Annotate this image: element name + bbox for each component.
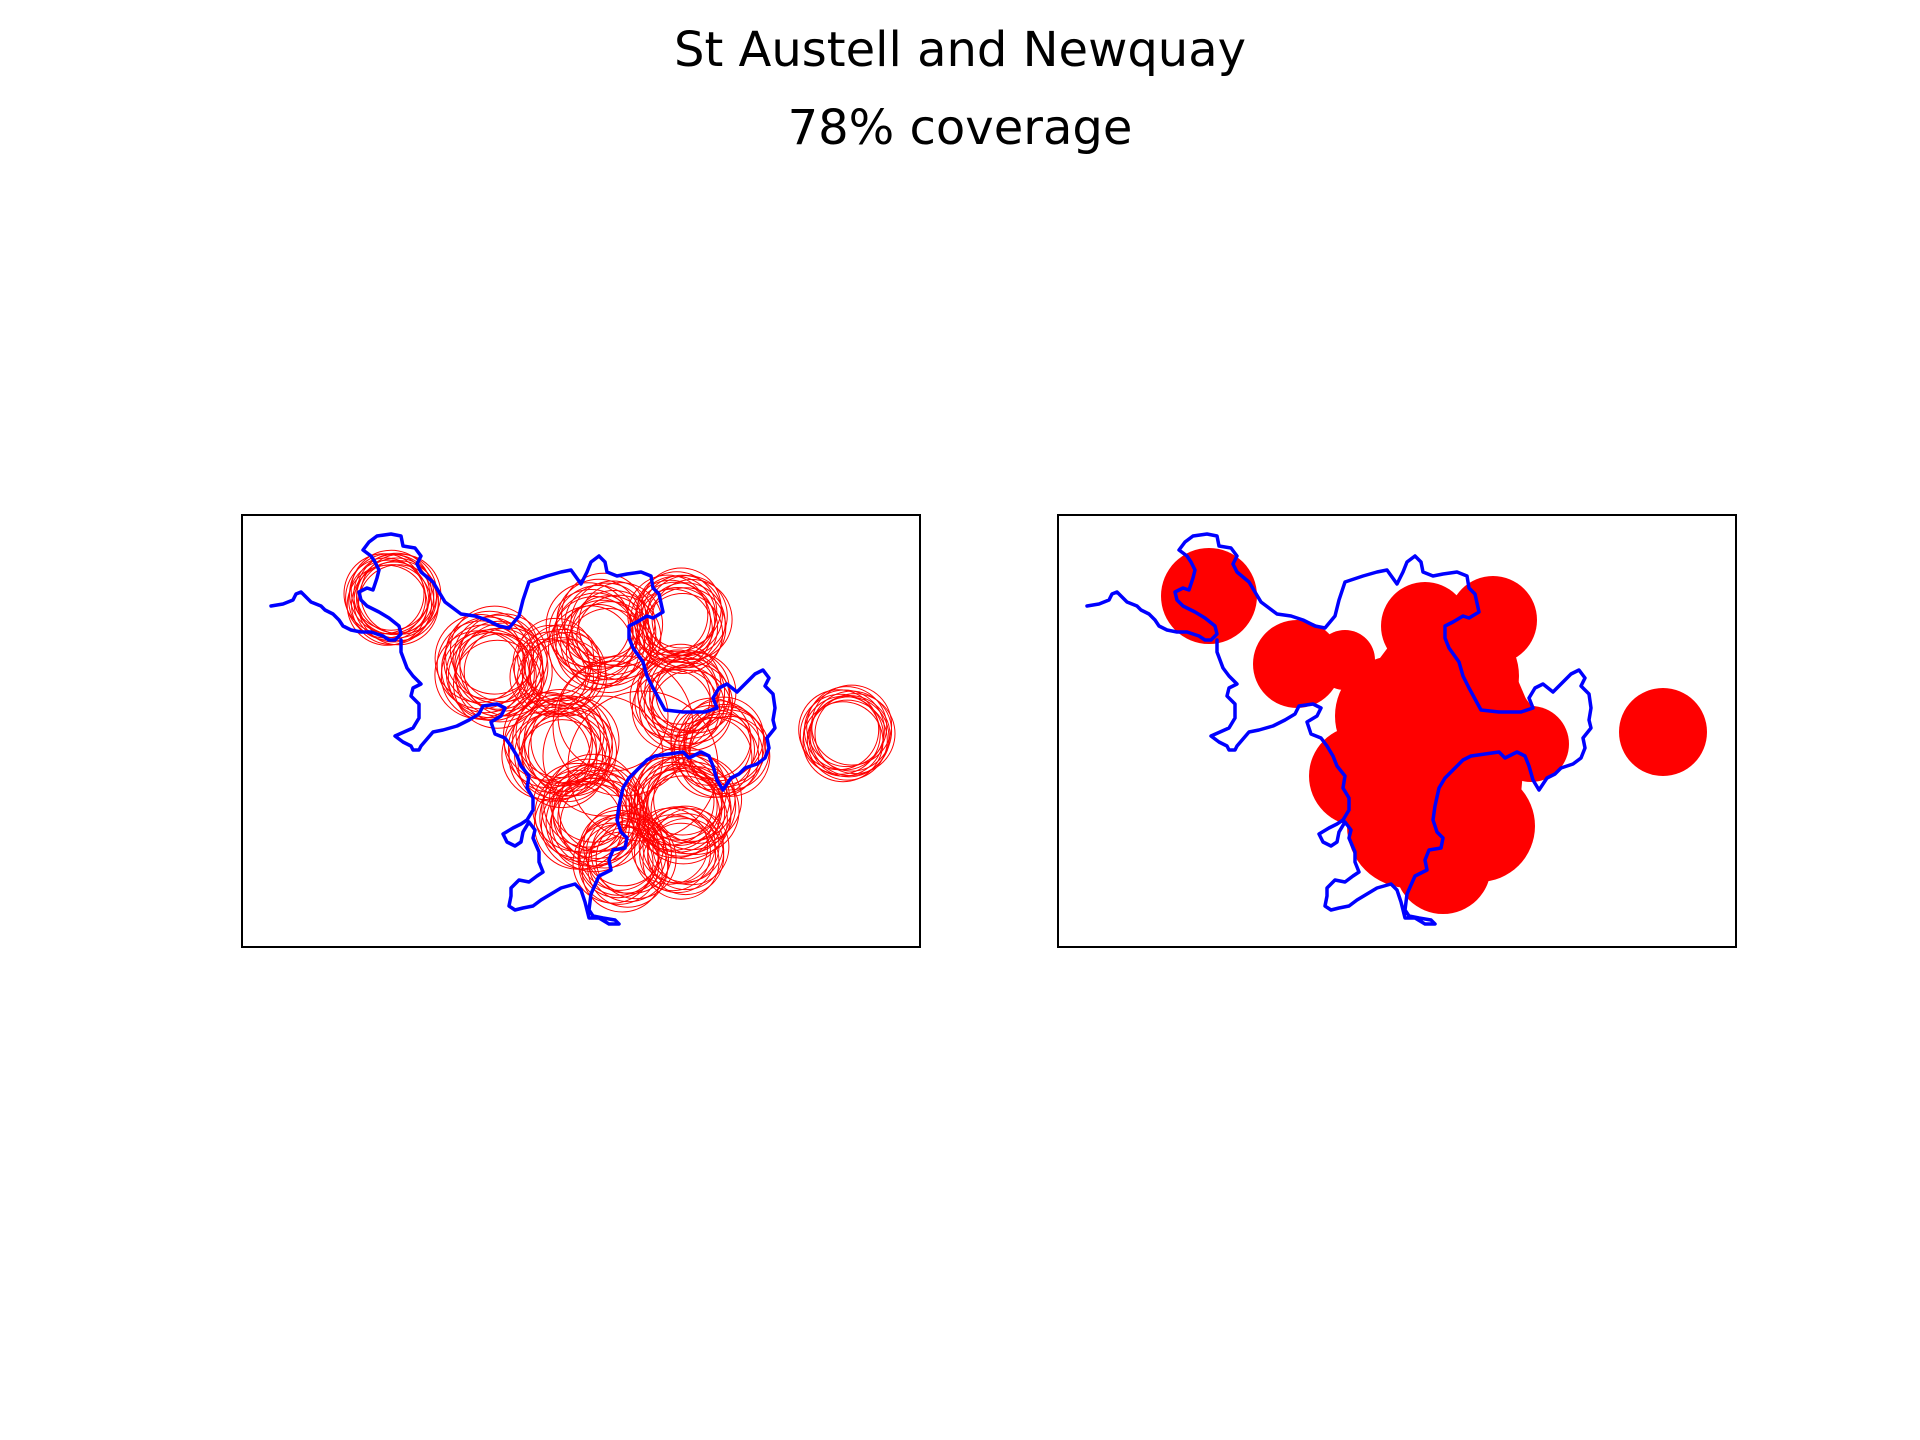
coverage-circle [627,574,709,656]
coverage-circle [647,818,725,896]
coverage-circle [595,818,677,900]
constituency-boundary-left [269,532,777,926]
coverage-circle [509,638,587,716]
coverage-circle [513,631,591,709]
coverage-circle [572,822,654,904]
coverage-circle [629,656,711,738]
coverage-circle [567,690,719,842]
coverage-circle [501,711,591,800]
coverage-circle [346,564,428,646]
coverage-circle [640,643,722,725]
coverage-circle [532,762,622,852]
coverage-circle [559,779,649,869]
coverage-circle [806,699,888,781]
boundary-line [269,532,777,926]
map-right-svg [1085,532,1707,926]
coverage-circle [552,596,637,681]
coverage-circle [445,629,535,719]
coverage-fill-disc [1253,620,1341,708]
coverage-circle [814,693,896,775]
coverage-fill-core [1349,636,1529,876]
coverage-circle [639,816,717,894]
map-title: St Austell and Newquay [673,22,1247,78]
coverage-circle [565,608,651,693]
coverage-circle [524,628,602,706]
coverage-circle [806,686,888,768]
coverage-circle [512,624,590,702]
coverage-circle [638,806,716,884]
coverage-circle [644,652,726,734]
coverage-circle [350,549,432,631]
coverage-circle [636,571,718,653]
map-left-svg [269,532,896,926]
coverage-circle-outlines [343,549,896,913]
coverage-circle [588,821,670,903]
coverage-circle [543,758,633,848]
coverage-circle [683,704,765,785]
coverage-circle [647,761,737,851]
coverage-circle [634,814,711,892]
constituency-boundary-right [1085,532,1593,926]
coverage-circle [636,767,726,857]
coverage-circle [637,587,719,668]
panel-filled-coverage [1057,514,1737,948]
coverage-circle [809,695,891,777]
coverage-circle [557,660,669,772]
coverage-circle [455,633,545,723]
coverage-circle [642,593,724,674]
coverage-circle [640,567,722,649]
coverage-circle [453,639,542,729]
coverage-circle [356,552,438,634]
coverage-circle [590,813,672,895]
coverage-fill-disc [1619,688,1707,776]
coverage-circle [803,689,885,771]
coverage-circle [630,579,711,661]
coverage-circle [811,690,893,772]
coverage-circle [587,826,669,908]
panel-circle-outlines [241,514,921,948]
coverage-circle [517,617,594,695]
coverage-circle [515,689,605,778]
coverage-circle [529,639,607,717]
coverage-circle [638,775,728,865]
coverage-circle [507,704,597,794]
coverage-filled-area [1161,548,1707,914]
coverage-circle [353,561,435,643]
coverage-circle [645,587,727,669]
coverage-circle [449,605,539,695]
coverage-subtitle: 78% coverage [787,100,1133,156]
coverage-fill-disc [1161,548,1257,644]
coverage-circle [631,807,709,885]
boundary-line [1085,532,1593,926]
coverage-circle [517,640,594,718]
coverage-circle [530,696,620,786]
